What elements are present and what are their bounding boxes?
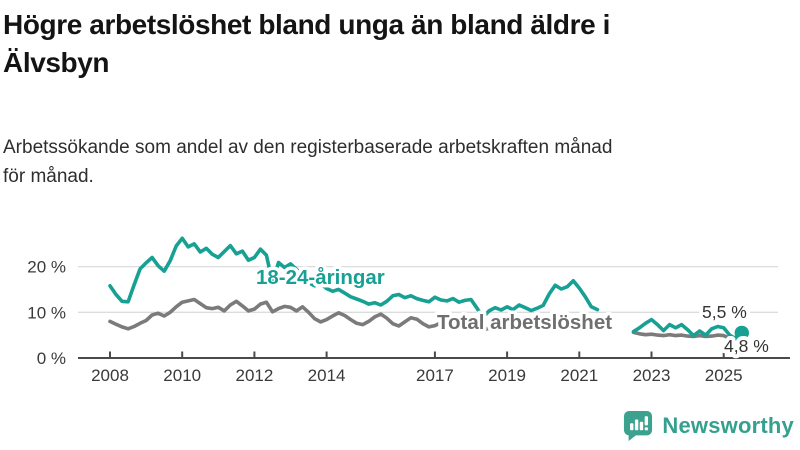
x-axis-label-2017: 2017	[416, 366, 454, 385]
x-axis-label-2023: 2023	[633, 366, 671, 385]
y-axis-label-20: 20 %	[27, 258, 66, 277]
y-axis-label-0: 0 %	[37, 349, 66, 368]
chart-subtitle-line1: Arbetssökande som andel av den registerb…	[3, 137, 613, 158]
youth-line-segment-2	[631, 317, 744, 341]
chart-subtitle-line2: för månad.	[3, 165, 94, 187]
chart-title-line1: Högre arbetslöshet bland unga än bland ä…	[3, 9, 611, 40]
newsworthy-brand: Newsworthy	[623, 410, 794, 442]
x-axis-label-2025: 2025	[705, 366, 743, 385]
chart-title: Högre arbetslöshet bland unga än bland ä…	[3, 6, 763, 81]
youth-end-dot	[734, 325, 749, 341]
speech-bubble-icon	[624, 411, 653, 441]
total-line-segment-2	[631, 330, 744, 341]
x-axis-label-2014: 2014	[308, 366, 346, 385]
x-axis-label-2010: 2010	[163, 366, 201, 385]
x-axis-label-2019: 2019	[488, 366, 526, 385]
y-axis-label-10: 10 %	[27, 303, 66, 322]
chart-subtitle: Arbetssökande som andel av den registerb…	[3, 134, 783, 192]
total-series-label: Total arbetslöshet	[437, 311, 612, 334]
x-axis-label-2012: 2012	[235, 366, 273, 385]
total-line-segment-1	[108, 297, 600, 332]
youth-line-segment-1	[108, 236, 600, 320]
youth-series-label: 18-24-åringar	[256, 266, 385, 289]
youth-end-value-label: 5,5 %	[702, 302, 747, 322]
newsworthy-wordmark: Newsworthy	[662, 413, 794, 438]
x-axis-label-2021: 2021	[560, 366, 598, 385]
chart-title-line2: Älvsbyn	[3, 46, 110, 78]
newsworthy-logo-icon	[624, 411, 653, 441]
x-axis-label-2008: 2008	[91, 366, 129, 385]
total-end-value-label: 4,8 %	[724, 336, 769, 356]
